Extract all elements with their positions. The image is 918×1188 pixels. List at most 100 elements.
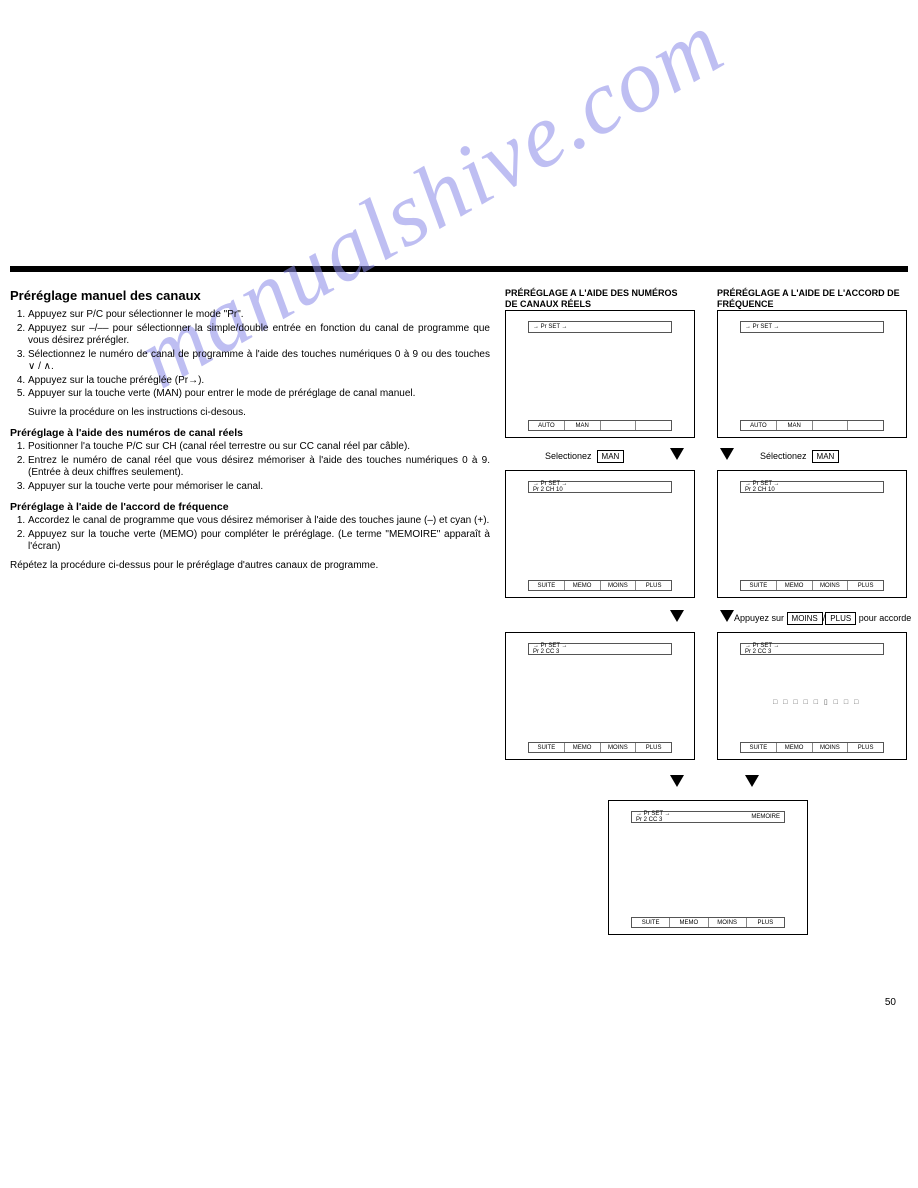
list-item: Appuyez sur la touche préréglée (Pr→).: [28, 375, 490, 388]
tv-btn: [848, 421, 883, 430]
tv-set-sub: Pr 2 CC 3: [636, 817, 662, 823]
tv-btn: MAN: [777, 421, 813, 430]
tv-btn: SUITE: [529, 581, 565, 590]
caption-text: Sélectionez: [760, 451, 807, 461]
horizontal-rule: [10, 266, 908, 272]
tv-bottom-bar: SUITE MEMO MOINS PLUS: [528, 580, 672, 591]
tv-screen-b2: → Pr SET → Pr 2 CH 10 SUITE MEMO MOINS P…: [717, 470, 907, 598]
tv-top-bar: → Pr SET →: [740, 321, 884, 333]
tv-btn: PLUS: [747, 918, 784, 927]
page-number: 50: [885, 997, 896, 1008]
tv-btn: MOINS: [601, 581, 637, 590]
caption-text: Appuyez sur: [734, 613, 784, 623]
list-item: Positionner l'a touche P/C sur CH (canal…: [28, 441, 490, 454]
tv-top-bar: → Pr SET → Pr 2 CC 3: [740, 643, 884, 655]
tv-btn: MOINS: [601, 743, 637, 752]
list-item: Appuyer sur la touche verte pour mémoris…: [28, 481, 490, 494]
tv-btn: SUITE: [741, 581, 777, 590]
boxed-man: MAN: [812, 450, 840, 463]
tv-top-label: → Pr SET →: [741, 324, 784, 330]
arrow-down-icon: [670, 775, 684, 787]
tv-btn: MEMO: [670, 918, 708, 927]
tv-top-bar: → Pr SET → Pr 2 CH 10: [740, 481, 884, 493]
tv-set-sub: Pr 2 CC 3: [745, 649, 771, 655]
subheading-real-channels: Préréglage à l'aide des numéros de canal…: [10, 427, 490, 439]
list-item: Appuyer sur la touche verte (MAN) pour e…: [28, 388, 490, 401]
main-steps-list: Appuyez sur P/C pour sélectionner le mod…: [10, 309, 490, 401]
tv-screen-b3: → Pr SET → Pr 2 CC 3 □ □ □ □ □ ▯ □ □ □ S…: [717, 632, 907, 760]
list-item: Sélectionnez le numéro de canal de progr…: [28, 349, 490, 374]
tv-bottom-bar: AUTO MAN: [528, 420, 672, 431]
tv-btn: PLUS: [848, 581, 883, 590]
tv-btn: MEMO: [565, 743, 601, 752]
arrow-down-icon: [720, 610, 734, 622]
tv-btn: SUITE: [741, 743, 777, 752]
real-channels-list: Positionner l'a touche P/C sur CH (canal…: [10, 441, 490, 493]
subheading-frequency: Préréglage à l'aide de l'accord de fréqu…: [10, 501, 490, 513]
tv-btn: SUITE: [529, 743, 565, 752]
tv-btn: MOINS: [813, 743, 849, 752]
tv-btn: SUITE: [632, 918, 670, 927]
page-title: Préréglage manuel des canaux: [10, 288, 490, 303]
tv-bottom-bar: SUITE MEMO MOINS PLUS: [740, 580, 884, 591]
tv-btn: [601, 421, 637, 430]
caption-text: Selectionez: [545, 451, 592, 461]
tv-top-label: → Pr SET →: [529, 324, 572, 330]
caption-select-man-a: Selectionez MAN: [545, 450, 624, 463]
tv-screen-a3: → Pr SET → Pr 2 CC 3 SUITE MEMO MOINS PL…: [505, 632, 695, 760]
list-item: Appuyez sur –/–– pour sélectionner la si…: [28, 323, 490, 348]
tv-top-label: → Pr SET → Pr 2 CH 10: [741, 481, 784, 493]
arrow-down-icon: [745, 775, 759, 787]
tv-top-bar: → Pr SET → Pr 2 CH 10: [528, 481, 672, 493]
list-item: Appuyez sur la touche verte (MEMO) pour …: [28, 529, 490, 554]
tv-screen-a1: → Pr SET → AUTO MAN: [505, 310, 695, 438]
col-b-header: PRÉRÉGLAGE A L'AIDE DE L'ACCORD DE FRÉQU…: [717, 288, 902, 310]
arrow-down-icon: [670, 610, 684, 622]
caption-text: pour accorde: [859, 613, 912, 623]
list-item: Accordez le canal de programme que vous …: [28, 515, 490, 528]
tv-bottom-bar: SUITE MEMO MOINS PLUS: [740, 742, 884, 753]
arrow-down-icon: [670, 448, 684, 460]
tv-set-sub: Pr 2 CH 10: [745, 487, 775, 493]
tv-btn: [636, 421, 671, 430]
arrow-down-icon: [720, 448, 734, 460]
tv-btn: MAN: [565, 421, 601, 430]
tv-btn: MEMO: [777, 743, 813, 752]
tv-screen-b1: → Pr SET → AUTO MAN: [717, 310, 907, 438]
tv-btn: MEMO: [777, 581, 813, 590]
tv-top-label: → Pr SET → Pr 2 CC 3: [741, 643, 784, 655]
tv-top-label: → Pr SET → Pr 2 CC 3: [632, 811, 675, 823]
tv-btn: AUTO: [529, 421, 565, 430]
tv-top-label: → Pr SET → Pr 2 CC 3: [529, 643, 572, 655]
list-item: Entrez le numéro de canal réel que vous …: [28, 455, 490, 480]
tv-screen-final: → Pr SET → Pr 2 CC 3 MEMOIRE SUITE MEMO …: [608, 800, 808, 935]
tv-btn: PLUS: [848, 743, 883, 752]
tv-btn: PLUS: [636, 743, 671, 752]
tv-btn: AUTO: [741, 421, 777, 430]
tuning-bar: □ □ □ □ □ ▯ □ □ □: [773, 698, 860, 706]
boxed-moins: MOINS: [787, 612, 823, 625]
tv-bottom-bar: AUTO MAN: [740, 420, 884, 431]
col-a-header: PRÉRÉGLAGE A L'AIDE DES NUMÉROS DE CANAU…: [505, 288, 680, 310]
boxed-man: MAN: [597, 450, 625, 463]
tv-top-bar: → Pr SET → Pr 2 CC 3: [528, 643, 672, 655]
tv-bottom-bar: SUITE MEMO MOINS PLUS: [631, 917, 785, 928]
tv-bottom-bar: SUITE MEMO MOINS PLUS: [528, 742, 672, 753]
paragraph: Suivre la procédure on les instructions …: [28, 407, 490, 420]
text-column: Préréglage manuel des canaux Appuyez sur…: [10, 288, 490, 572]
paragraph: Répétez la procédure ci-dessus pour le p…: [10, 560, 490, 573]
list-item: Appuyez sur P/C pour sélectionner le mod…: [28, 309, 490, 322]
tv-btn: [813, 421, 849, 430]
tv-top-right: MEMOIRE: [747, 814, 784, 820]
tv-btn: MEMO: [565, 581, 601, 590]
tv-top-bar: → Pr SET →: [528, 321, 672, 333]
frequency-list: Accordez le canal de programme que vous …: [10, 515, 490, 554]
tv-set-sub: Pr 2 CH 10: [533, 487, 563, 493]
tv-btn: PLUS: [636, 581, 671, 590]
tv-btn: MOINS: [709, 918, 747, 927]
tv-set-sub: Pr 2 CC 3: [533, 649, 559, 655]
tv-btn: MOINS: [813, 581, 849, 590]
tv-top-bar: → Pr SET → Pr 2 CC 3 MEMOIRE: [631, 811, 785, 823]
tv-top-label: → Pr SET → Pr 2 CH 10: [529, 481, 572, 493]
caption-select-man-b: Sélectionez MAN: [760, 450, 839, 463]
